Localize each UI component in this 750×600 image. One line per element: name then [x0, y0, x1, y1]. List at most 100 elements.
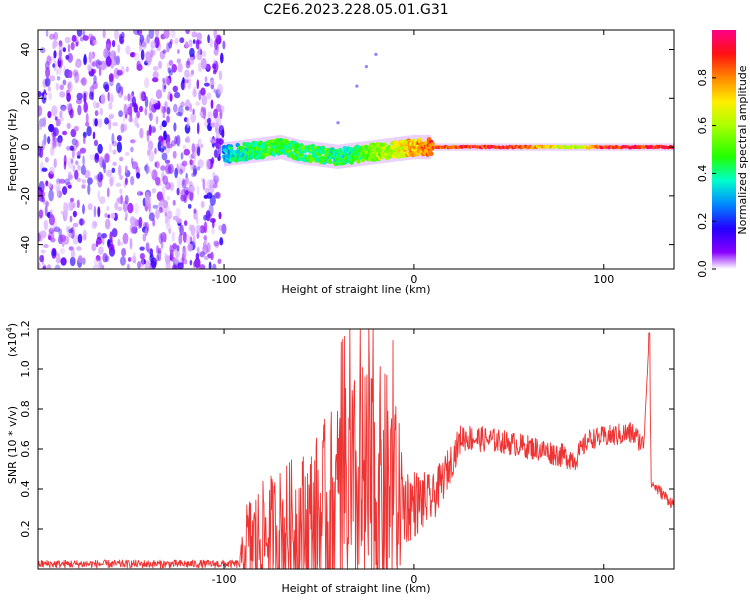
- noise-speck: [87, 203, 93, 211]
- noise-speck: [77, 150, 82, 156]
- noise-speck: [116, 141, 122, 153]
- noise-speck: [74, 60, 81, 68]
- noise-speck: [154, 161, 158, 168]
- noise-speck: [166, 106, 171, 115]
- noise-speck: [105, 56, 112, 67]
- noise-speck: [207, 111, 213, 119]
- noise-speck: [163, 130, 167, 141]
- signal-point: [321, 145, 326, 151]
- noise-speck: [68, 174, 73, 180]
- noise-speck: [155, 30, 159, 38]
- noise-speck: [146, 130, 150, 143]
- spectrogram-ticks: -100 0 100 -40 -20 0 20 40: [19, 30, 674, 286]
- noise-speck: [162, 49, 167, 54]
- noise-speck: [174, 135, 178, 145]
- noise-speck: [108, 73, 114, 82]
- noise-speck: [130, 176, 135, 186]
- noise-speck: [112, 161, 117, 166]
- noise-speck: [50, 237, 56, 243]
- noise-speck: [183, 258, 188, 265]
- noise-speck: [101, 159, 106, 170]
- noise-speck: [111, 228, 118, 238]
- noise-speck: [222, 40, 226, 50]
- snr-xlabel: Height of straight line (km): [281, 582, 430, 595]
- noise-speck: [210, 157, 215, 165]
- noise-speck: [144, 51, 151, 64]
- noise-speck: [43, 93, 47, 99]
- noise-speck: [139, 91, 145, 101]
- noise-speck: [193, 165, 198, 175]
- noise-speck: [183, 148, 190, 156]
- snr-xtick-label: 0: [410, 573, 417, 586]
- spectrogram-ylabel: Frequency (Hz): [6, 109, 19, 192]
- noise-speck: [165, 224, 172, 231]
- noise-speck: [212, 178, 218, 184]
- noise-speck: [110, 212, 116, 219]
- noise-speck: [55, 82, 59, 91]
- noise-speck: [141, 91, 146, 102]
- noise-speck: [108, 143, 113, 154]
- noise-speck: [66, 181, 72, 188]
- noise-speck: [139, 246, 145, 251]
- noise-speck: [124, 212, 128, 219]
- noise-speck: [81, 77, 87, 86]
- noise-speck: [67, 157, 74, 169]
- noise-speck: [162, 81, 167, 93]
- noise-speck: [101, 236, 105, 246]
- noise-speck: [165, 205, 170, 213]
- noise-speck: [116, 135, 122, 142]
- noise-speck: [218, 70, 223, 81]
- noise-speck: [202, 50, 207, 58]
- noise-speck: [155, 115, 159, 125]
- noise-speck: [213, 30, 218, 40]
- noise-speck: [204, 82, 210, 87]
- noise-speck: [173, 122, 177, 132]
- noise-speck: [153, 49, 156, 56]
- noise-speck: [45, 180, 49, 187]
- noise-speck: [137, 189, 141, 197]
- noise-speck: [190, 112, 197, 123]
- noise-speck: [119, 35, 125, 45]
- noise-speck: [47, 111, 52, 119]
- noise-speck: [59, 234, 66, 242]
- noise-speck: [161, 120, 167, 128]
- noise-speck: [73, 125, 79, 132]
- noise-speck: [53, 140, 57, 149]
- noise-speck: [89, 91, 94, 100]
- noise-speck: [134, 116, 138, 127]
- colorbar-tick-label: 0.6: [696, 117, 709, 135]
- noise-speck: [194, 257, 201, 269]
- noise-speck: [87, 183, 91, 196]
- noise-speck: [80, 165, 86, 176]
- noise-speck: [208, 203, 214, 216]
- noise-speck: [122, 232, 129, 245]
- noise-speck: [193, 150, 196, 163]
- noise-speck: [53, 226, 60, 233]
- noise-speck: [111, 40, 116, 48]
- noise-speck: [196, 185, 200, 196]
- noise-speck: [203, 255, 209, 261]
- noise-speck: [184, 106, 190, 111]
- noise-speck: [81, 179, 87, 184]
- colorbar-tick-label: 0.8: [696, 69, 709, 87]
- noise-speck: [139, 253, 145, 260]
- noise-speck: [188, 181, 193, 187]
- noise-speck: [189, 103, 193, 113]
- noise-speck: [104, 153, 110, 163]
- noise-speck: [120, 123, 125, 133]
- noise-speck: [38, 91, 42, 98]
- noise-speck: [125, 45, 131, 55]
- noise-speck: [183, 79, 189, 84]
- noise-speck: [179, 168, 183, 175]
- noise-speck: [63, 209, 69, 218]
- noise-speck: [160, 105, 165, 115]
- noise-speck: [139, 105, 143, 113]
- noise-speck: [187, 73, 194, 78]
- noise-speck: [60, 257, 67, 266]
- noise-speck: [213, 108, 219, 119]
- noise-speck: [125, 165, 128, 174]
- noise-speck: [136, 110, 141, 119]
- noise-speck: [108, 102, 113, 110]
- noise-speck: [38, 232, 41, 242]
- noise-speck: [129, 237, 133, 250]
